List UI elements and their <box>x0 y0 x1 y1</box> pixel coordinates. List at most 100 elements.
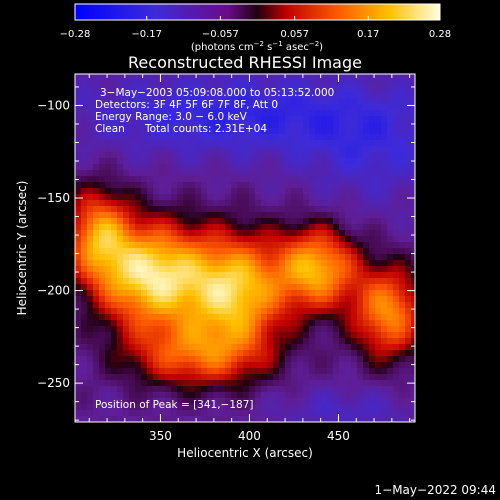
heatmap-cell <box>387 128 394 135</box>
heatmap-cell <box>159 398 166 405</box>
heatmap-cell <box>369 116 376 123</box>
heatmap-cell <box>159 242 166 249</box>
heatmap-cell <box>183 254 190 261</box>
heatmap-cell <box>255 344 262 351</box>
heatmap-cell <box>87 260 94 267</box>
heatmap-cell <box>291 230 298 237</box>
heatmap-cell <box>207 314 214 321</box>
heatmap-cell <box>381 236 388 243</box>
heatmap-cell <box>345 386 352 393</box>
heatmap-cell <box>219 152 226 159</box>
heatmap-cell <box>81 392 88 399</box>
heatmap-cell <box>375 326 382 333</box>
heatmap-cell <box>99 158 106 165</box>
heatmap-cell <box>219 218 226 225</box>
heatmap-cell <box>375 284 382 291</box>
heatmap-cell <box>219 404 226 411</box>
heatmap-cell <box>333 194 340 201</box>
heatmap-cell <box>285 98 292 105</box>
heatmap-cell <box>135 242 142 249</box>
heatmap-cell <box>267 302 274 309</box>
heatmap-cell <box>159 206 166 213</box>
heatmap-cell <box>111 230 118 237</box>
heatmap-cell <box>231 302 238 309</box>
heatmap-cell <box>405 284 412 291</box>
heatmap-cell <box>327 386 334 393</box>
heatmap-cell <box>405 350 412 357</box>
heatmap-cell <box>303 152 310 159</box>
heatmap-cell <box>231 146 238 153</box>
heatmap-cell <box>219 410 226 417</box>
heatmap-cell <box>75 128 82 135</box>
heatmap-cell <box>399 284 406 291</box>
heatmap-cell <box>129 410 136 417</box>
x-tick-label: 350 <box>149 429 172 443</box>
heatmap-cell <box>219 116 226 123</box>
heatmap-cell <box>339 116 346 123</box>
heatmap-cell <box>225 248 232 255</box>
heatmap-cell <box>225 308 232 315</box>
heatmap-cell <box>183 272 190 279</box>
heatmap-cell <box>351 404 358 411</box>
heatmap-cell <box>363 260 370 267</box>
heatmap-cell <box>303 110 310 117</box>
heatmap-cell <box>405 314 412 321</box>
heatmap-cell <box>177 332 184 339</box>
heatmap-cell <box>297 242 304 249</box>
heatmap-cell <box>147 86 154 93</box>
heatmap-cell <box>237 122 244 129</box>
heatmap-cell <box>159 296 166 303</box>
heatmap-cell <box>405 242 412 249</box>
heatmap-cell <box>339 236 346 243</box>
heatmap-cell <box>195 242 202 249</box>
heatmap-cell <box>333 314 340 321</box>
heatmap-cell <box>279 134 286 141</box>
heatmap-cell <box>351 74 358 81</box>
heatmap-cell <box>351 338 358 345</box>
heatmap-cell <box>147 188 154 195</box>
heatmap-cell <box>111 110 118 117</box>
heatmap-cell <box>87 332 94 339</box>
heatmap-cell <box>195 380 202 387</box>
heatmap-cell <box>345 368 352 375</box>
heatmap-cell <box>219 284 226 291</box>
heatmap-cell <box>357 86 364 93</box>
heatmap-cell <box>105 146 112 153</box>
heatmap-cell <box>303 230 310 237</box>
heatmap-cell <box>105 200 112 207</box>
heatmap-cell <box>243 254 250 261</box>
heatmap-cell <box>333 92 340 99</box>
heatmap-cell <box>189 248 196 255</box>
heatmap-cell <box>195 224 202 231</box>
heatmap-cell <box>93 140 100 147</box>
heatmap-cell <box>339 176 346 183</box>
heatmap-cell <box>351 416 358 422</box>
heatmap-cell <box>105 80 112 87</box>
heatmap-cell <box>339 194 346 201</box>
heatmap-cell <box>369 368 376 375</box>
heatmap-cell <box>231 266 238 273</box>
heatmap-cell <box>405 80 412 87</box>
heatmap-cell <box>129 74 136 81</box>
heatmap-cell <box>285 260 292 267</box>
heatmap-cell <box>393 254 400 261</box>
heatmap-cell <box>309 278 316 285</box>
heatmap-cell <box>315 266 322 273</box>
heatmap-cell <box>141 248 148 255</box>
heatmap-cell <box>339 332 346 339</box>
heatmap-cell <box>177 260 184 267</box>
heatmap-cell <box>285 368 292 375</box>
heatmap-cell <box>357 200 364 207</box>
heatmap-cell <box>327 98 334 105</box>
heatmap-cell <box>375 242 382 249</box>
heatmap-cell <box>369 344 376 351</box>
heatmap-cell <box>243 356 250 363</box>
heatmap-cell <box>195 134 202 141</box>
heatmap-cell <box>363 110 370 117</box>
heatmap-cell <box>285 362 292 369</box>
heatmap-cell <box>219 182 226 189</box>
heatmap-cell <box>147 218 154 225</box>
heatmap-cell <box>279 86 286 93</box>
heatmap-cell <box>345 110 352 117</box>
heatmap-cell <box>201 314 208 321</box>
